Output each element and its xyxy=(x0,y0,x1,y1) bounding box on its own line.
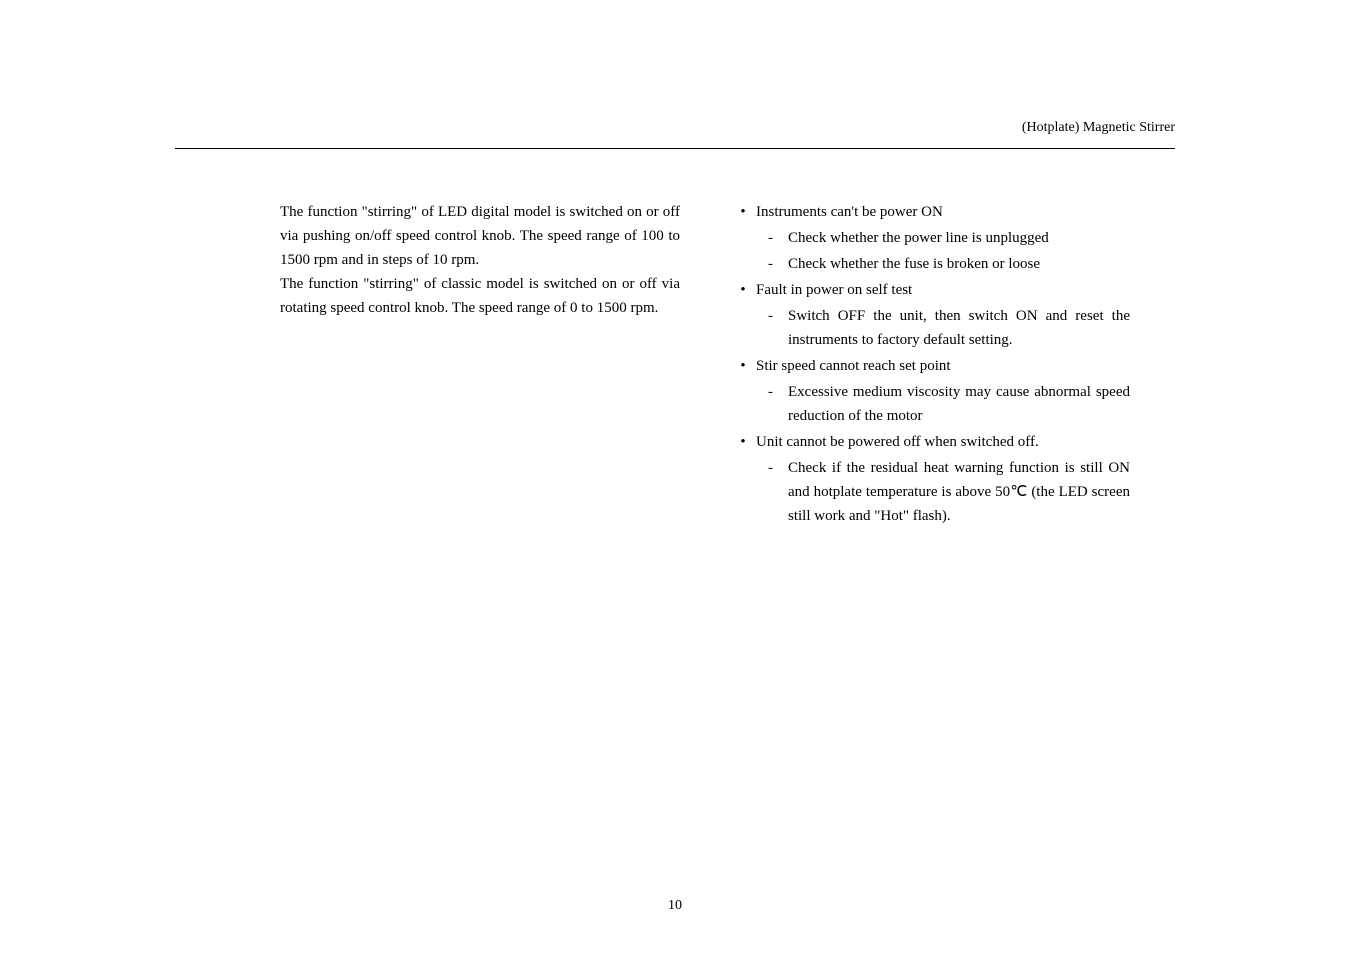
sub-list-item: - Check whether the power line is unplug… xyxy=(768,226,1130,250)
left-paragraph-1: The function "stirring" of LED digital m… xyxy=(280,200,680,272)
sub-list-item: - Excessive medium viscosity may cause a… xyxy=(768,380,1130,428)
page-header: (Hotplate) Magnetic Stirrer xyxy=(1022,120,1175,136)
dash-icon: - xyxy=(768,456,788,528)
page-number: 10 xyxy=(0,898,1350,914)
list-item: • Stir speed cannot reach set point xyxy=(730,354,1130,378)
sub-list-item-text: Check if the residual heat warning funct… xyxy=(788,456,1130,528)
list-item: • Unit cannot be powered off when switch… xyxy=(730,430,1130,454)
list-item: • Instruments can't be power ON xyxy=(730,200,1130,224)
sub-list-item-text: Check whether the power line is unplugge… xyxy=(788,226,1130,250)
header-rule xyxy=(175,148,1175,149)
right-column: • Instruments can't be power ON - Check … xyxy=(730,200,1130,530)
header-title: (Hotplate) Magnetic Stirrer xyxy=(1022,120,1175,135)
bullet-icon: • xyxy=(730,200,756,224)
list-item-text: Fault in power on self test xyxy=(756,278,1130,302)
sub-list-item: - Check if the residual heat warning fun… xyxy=(768,456,1130,528)
left-column: The function "stirring" of LED digital m… xyxy=(280,200,680,530)
left-paragraph-2: The function "stirring" of classic model… xyxy=(280,272,680,320)
dash-icon: - xyxy=(768,252,788,276)
bullet-icon: • xyxy=(730,354,756,378)
dash-icon: - xyxy=(768,380,788,428)
list-item-text: Instruments can't be power ON xyxy=(756,200,1130,224)
sub-list-item: - Check whether the fuse is broken or lo… xyxy=(768,252,1130,276)
bullet-icon: • xyxy=(730,278,756,302)
sub-list-item: - Switch OFF the unit, then switch ON an… xyxy=(768,304,1130,352)
sub-list-item-text: Check whether the fuse is broken or loos… xyxy=(788,252,1130,276)
dash-icon: - xyxy=(768,226,788,250)
list-item-text: Stir speed cannot reach set point xyxy=(756,354,1130,378)
list-item: • Fault in power on self test xyxy=(730,278,1130,302)
sub-list-item-text: Excessive medium viscosity may cause abn… xyxy=(788,380,1130,428)
sub-list-item-text: Switch OFF the unit, then switch ON and … xyxy=(788,304,1130,352)
bullet-icon: • xyxy=(730,430,756,454)
content-area: The function "stirring" of LED digital m… xyxy=(280,200,1175,530)
list-item-text: Unit cannot be powered off when switched… xyxy=(756,430,1130,454)
dash-icon: - xyxy=(768,304,788,352)
